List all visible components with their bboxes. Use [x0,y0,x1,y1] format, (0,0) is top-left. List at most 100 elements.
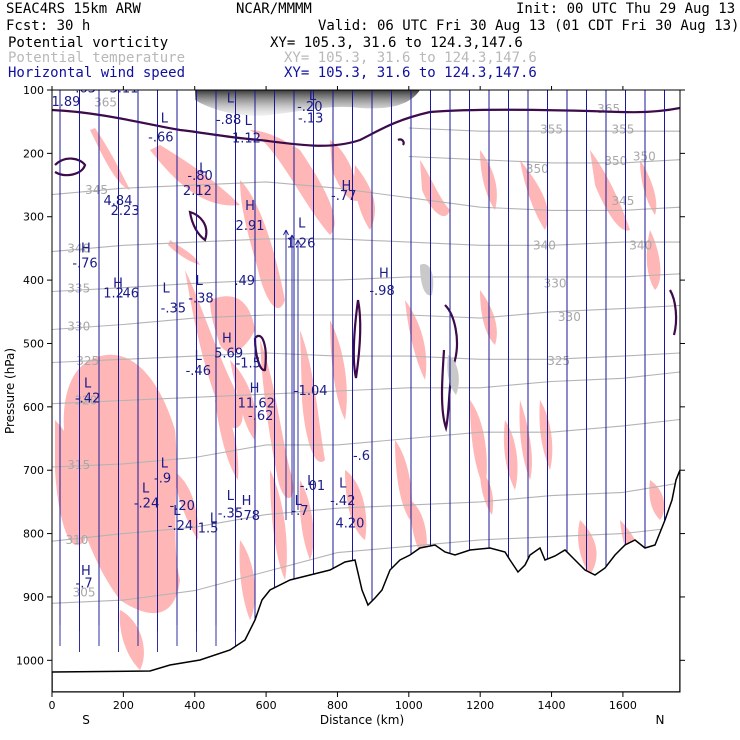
wind-vector [157,90,158,505]
wind-vector [235,90,236,652]
y-tick-label: 400 [23,274,44,287]
pv-contour-line [52,106,680,147]
wind-vector [508,90,509,296]
theta-contour-label: 365 [94,96,117,110]
wind-vector [118,90,119,149]
wind-vector [118,90,119,653]
pv-shaded-region [150,145,240,206]
theta-contour-line [408,155,680,164]
wind-vector [625,90,626,569]
wind-vector [293,90,295,647]
wind-vector [79,90,80,652]
wind-vector [449,90,451,353]
wind-vector [566,90,568,143]
pv-shaded-region [405,300,427,380]
model-title: SEAC4RS 15km ARW [6,1,141,17]
wind-vector [508,90,509,484]
pv-shaded-region [299,480,314,560]
wind-vector [410,90,412,647]
pv-extremum-marker: L [195,349,203,364]
wind-vector [644,90,646,562]
wind-vector [371,90,373,395]
wind-vector [410,90,412,416]
wind-vector [605,90,607,310]
wind-vector [644,90,646,101]
pv-shaded-region [168,240,200,265]
wind-vector [137,90,139,647]
wind-vector [430,90,431,359]
stratosphere-pv-shading [195,90,420,116]
wind-vector [469,90,470,359]
pv-extremum-marker: L [161,457,169,472]
wind-vector [644,90,646,646]
wind-vector [508,90,509,253]
pv-extremum-marker: L [339,477,347,492]
theta-contour-label: 330 [558,310,581,324]
wind-vector [430,90,431,589]
theta-contours: 305 310 315 320 325 330 335 340 345 345 350 355 355 3… [52,96,680,604]
pv-extremum-value: -.42 [330,494,355,509]
wind-vector [430,90,431,464]
wind-vector [508,90,509,422]
theta-contour-label: 340 [533,238,556,252]
wind-vector [488,90,490,164]
wind-vector [215,90,217,143]
pv-extremum-value: -3.11 [105,82,139,97]
wind-vector [586,90,587,254]
wind-vector [625,90,626,253]
theta-contour-label: 330 [67,319,90,333]
wind-vector [547,90,548,128]
wind-vector [586,90,587,149]
wind-vector [391,90,392,379]
wind-vector [625,90,626,464]
wind-vector [410,90,412,373]
wind-vector [488,90,490,395]
pv-shaded-region [480,470,494,515]
pv-shaded-region [172,470,199,540]
wind-vector [410,90,412,562]
theta-contour-line [52,371,680,405]
wind-vector [254,90,256,437]
wind-vector [410,90,412,143]
wind-vector [235,90,236,169]
wind-vector [391,90,392,568]
pv-extremum-value: -.13 [298,112,323,127]
wind-vector [605,90,607,164]
wind-vector [391,90,392,400]
pv-extremum-value: -.24 [134,497,159,512]
wind-vector [313,90,314,526]
wind-vector [586,90,587,610]
wind-vector [527,90,529,143]
wind-vector [644,90,646,310]
pv-extremum-marker: L [161,112,169,127]
pv-extremum-value: -.42 [75,392,100,407]
wind-vector [410,90,412,163]
wind-vector [410,90,412,268]
pv-extremum-marker: L [307,474,315,489]
pv-shaded-region [300,330,325,462]
wind-vector [157,90,158,569]
pv-extremum-value: 4.20 [335,517,364,532]
y-tick-label: 900 [23,591,44,604]
wind-vector [566,90,568,268]
x-tick-label: 800 [327,699,348,712]
init-time: Init: 00 UTC Thu 29 Aug 13 [516,1,736,17]
pv-extremum-marker: L [309,89,317,104]
wind-vector [137,90,139,143]
forecast-hour: Fcst: 30 h [6,18,91,34]
pv-extremum-marker: L [84,377,92,392]
pv-shaded-region [55,420,86,546]
theta-contour-label: 365 [597,102,620,116]
wind-vector [488,90,490,415]
wind-vector [664,90,665,442]
wind-vector [664,90,665,358]
pv-shaded-region [230,360,257,440]
wind-vector [527,90,529,163]
pv-extremum-value: 1.26 [286,237,315,252]
wind-vector [176,90,178,646]
pv-extremum-marker: H [81,564,91,579]
theta-contour-label: 340 [629,238,652,252]
wind-vector [469,90,470,296]
wind-vector [371,90,373,646]
wind-vector [586,90,587,443]
